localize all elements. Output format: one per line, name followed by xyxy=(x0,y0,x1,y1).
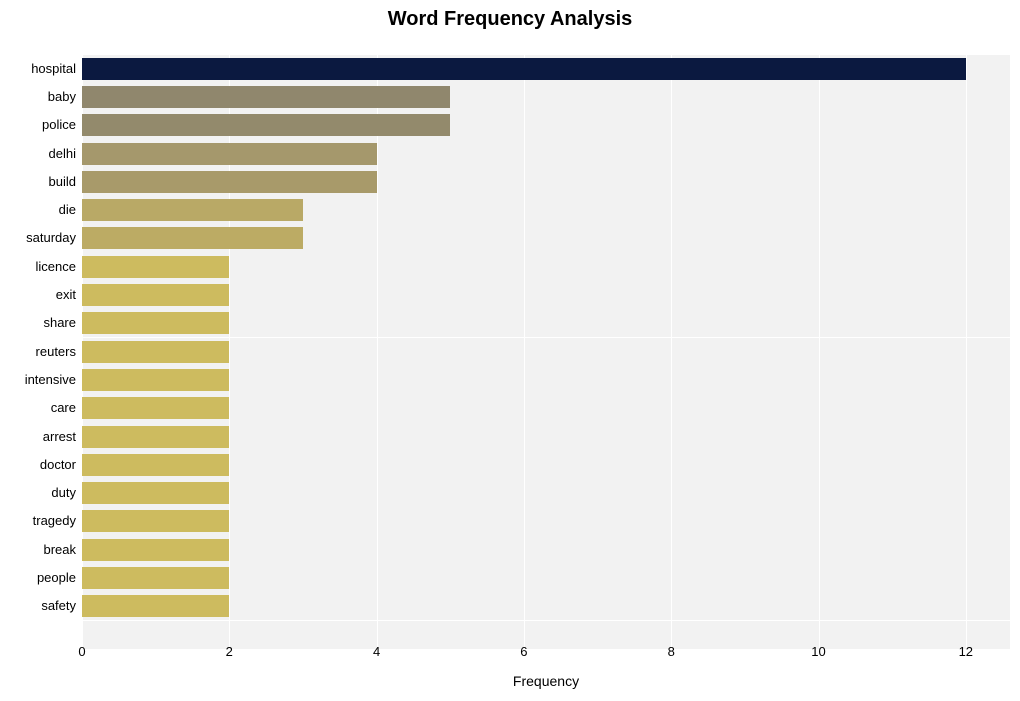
y-axis-label: duty xyxy=(6,486,76,499)
bar xyxy=(82,284,229,306)
bar xyxy=(82,454,229,476)
y-axis-label: saturday xyxy=(6,231,76,244)
bar xyxy=(82,86,450,108)
bar xyxy=(82,199,303,221)
x-tick: 4 xyxy=(373,644,380,659)
x-axis-label: Frequency xyxy=(82,673,1010,689)
y-axis-label: baby xyxy=(6,90,76,103)
y-axis-label: licence xyxy=(6,260,76,273)
x-tick: 6 xyxy=(520,644,527,659)
bar xyxy=(82,256,229,278)
y-axis-label: people xyxy=(6,571,76,584)
x-tick: 0 xyxy=(78,644,85,659)
y-axis-label: doctor xyxy=(6,458,76,471)
bar xyxy=(82,482,229,504)
x-tick: 10 xyxy=(811,644,825,659)
y-axis-label: die xyxy=(6,203,76,216)
x-tick: 8 xyxy=(668,644,675,659)
bar xyxy=(82,510,229,532)
y-axis-label: exit xyxy=(6,288,76,301)
grid-band xyxy=(82,621,1010,649)
bar xyxy=(82,143,377,165)
y-axis-label: tragedy xyxy=(6,514,76,527)
y-axis-label: hospital xyxy=(6,62,76,75)
bar xyxy=(82,114,450,136)
y-axis-label: arrest xyxy=(6,430,76,443)
bar xyxy=(82,567,229,589)
x-tick: 2 xyxy=(226,644,233,659)
bar xyxy=(82,58,966,80)
y-axis-label: intensive xyxy=(6,373,76,386)
y-axis-label: care xyxy=(6,401,76,414)
bar xyxy=(82,227,303,249)
chart-title: Word Frequency Analysis xyxy=(0,8,1020,31)
y-axis-label: build xyxy=(6,175,76,188)
y-axis-label: police xyxy=(6,118,76,131)
x-tick: 12 xyxy=(959,644,973,659)
y-axis-label: delhi xyxy=(6,147,76,160)
y-axis-label: reuters xyxy=(6,345,76,358)
y-axis-label: break xyxy=(6,543,76,556)
bar xyxy=(82,369,229,391)
grid-line xyxy=(819,35,820,649)
bar xyxy=(82,426,229,448)
y-axis-label: share xyxy=(6,316,76,329)
bar xyxy=(82,341,229,363)
bar xyxy=(82,312,229,334)
y-axis-label: safety xyxy=(6,599,76,612)
bar xyxy=(82,539,229,561)
grid-line xyxy=(524,35,525,649)
bar xyxy=(82,595,229,617)
grid-line xyxy=(671,35,672,649)
bar xyxy=(82,171,377,193)
bar xyxy=(82,397,229,419)
plot-area xyxy=(82,35,1010,649)
chart-container: Word Frequency Analysis Frequency hospit… xyxy=(0,0,1020,701)
grid-line xyxy=(966,35,967,649)
